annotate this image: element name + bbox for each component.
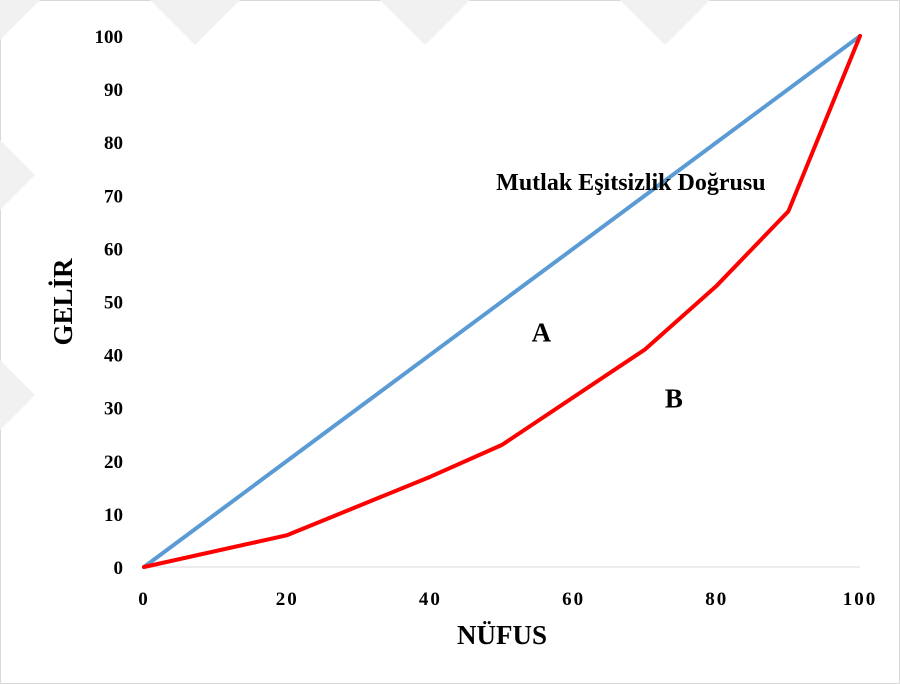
y-tick-label: 80 [104,133,123,154]
y-tick-label: 70 [104,186,123,207]
x-tick-label: 80 [705,589,728,610]
y-tick-label: 0 [114,558,124,579]
x-axis-title: NÜFUS [457,620,547,650]
annotation-label: B [665,384,683,414]
y-tick-label: 10 [104,505,123,526]
x-tick-label: 60 [562,589,585,610]
y-axis-title: GELİR [48,258,78,346]
lorenz-curve [142,34,862,569]
y-tick-label: 100 [95,27,124,48]
x-tick-label: 40 [419,589,442,610]
x-tick-label: 0 [138,589,150,610]
x-tick-label: 100 [843,589,878,610]
y-tick-label: 50 [104,293,123,314]
y-tick-label: 40 [104,346,123,367]
annotation-label: A [532,317,552,347]
x-tick-labels: 0 20 40 60 80 100 [138,589,878,610]
y-tick-label: 60 [104,239,123,260]
annotations: Mutlak Eşitsizlik Doğrusu A B [496,170,765,414]
y-tick-label: 20 [104,452,123,473]
y-tick-label: 30 [104,399,123,420]
series-lines [142,34,862,569]
x-tick-label: 20 [276,589,299,610]
y-tick-label: 90 [104,80,123,101]
equality-line [142,34,862,569]
y-tick-labels: 0 10 20 30 40 50 60 70 80 90 100 [95,27,124,579]
annotation-label: Mutlak Eşitsizlik Doğrusu [496,170,765,196]
